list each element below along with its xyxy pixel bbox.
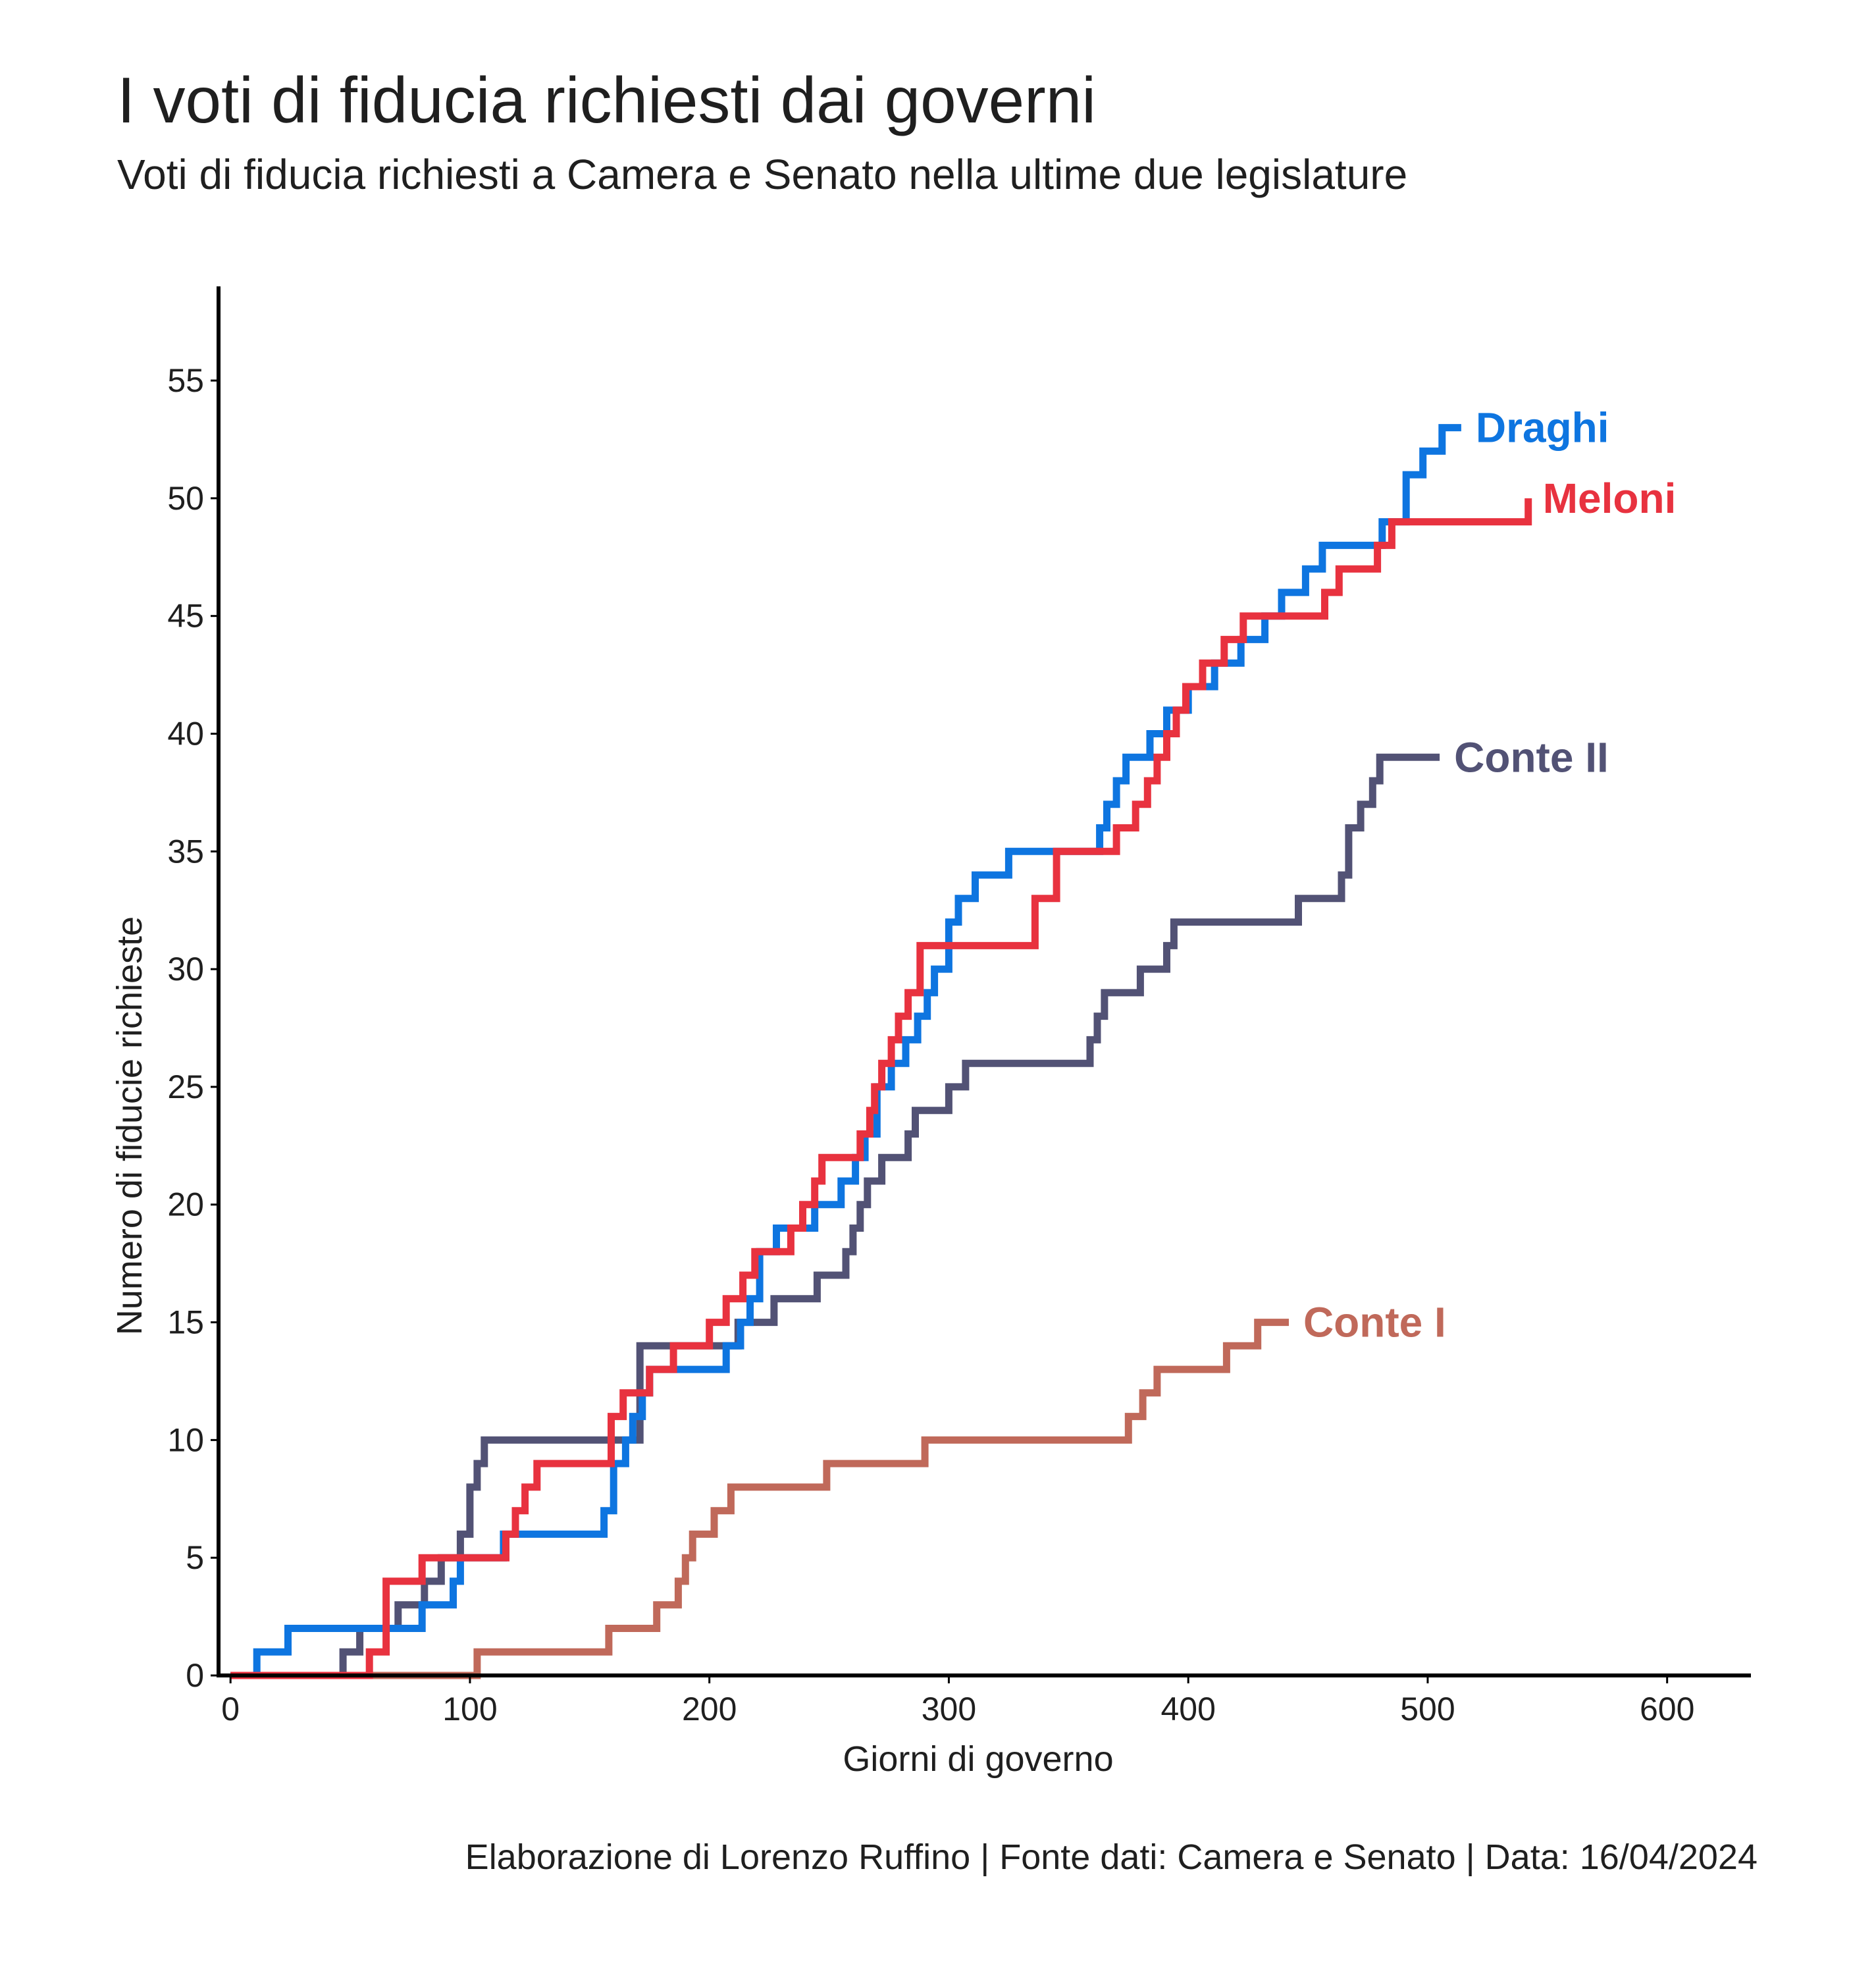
y-axis-title: Numero di fiducie richieste [110, 916, 149, 1335]
series-line-meloni [230, 498, 1532, 1679]
y-tick-label: 10 [167, 1421, 204, 1458]
y-tick-label: 50 [167, 480, 204, 517]
series-line-draghi [230, 424, 1461, 1679]
chart-caption: Elaborazione di Lorenzo Ruffino | Fonte … [465, 1837, 1758, 1877]
x-tick-label: 600 [1640, 1691, 1694, 1727]
series-label-conte-ii: Conte II [1454, 733, 1609, 781]
y-tick-label: 30 [167, 951, 204, 988]
series-line-conte-i [230, 1319, 1289, 1679]
series-label-conte-i: Conte I [1303, 1299, 1446, 1346]
x-tick-label: 400 [1160, 1691, 1215, 1727]
x-tick-label: 0 [221, 1691, 240, 1727]
series-label-meloni: Meloni [1543, 475, 1677, 522]
y-tick-label: 25 [167, 1068, 204, 1105]
y-tick-label: 0 [186, 1657, 204, 1694]
y-tick-label: 20 [167, 1186, 204, 1223]
y-tick-label: 55 [167, 362, 204, 399]
series-label-draghi: Draghi [1476, 404, 1609, 452]
y-tick-label: 5 [186, 1539, 204, 1576]
y-tick-label: 40 [167, 715, 204, 752]
y-tick-label: 15 [167, 1304, 204, 1341]
x-tick-label: 300 [922, 1691, 976, 1727]
y-tick-label: 45 [167, 598, 204, 635]
y-tick-label: 35 [167, 833, 204, 870]
chart-title: I voti di fiducia richiesti dai governi [117, 64, 1097, 136]
chart-subtitle: Voti di fiducia richiesti a Camera e Sen… [117, 151, 1408, 198]
x-tick-label: 200 [682, 1691, 737, 1727]
x-axis-title: Giorni di governo [843, 1739, 1113, 1779]
x-tick-label: 500 [1400, 1691, 1455, 1727]
x-tick-label: 100 [442, 1691, 497, 1727]
